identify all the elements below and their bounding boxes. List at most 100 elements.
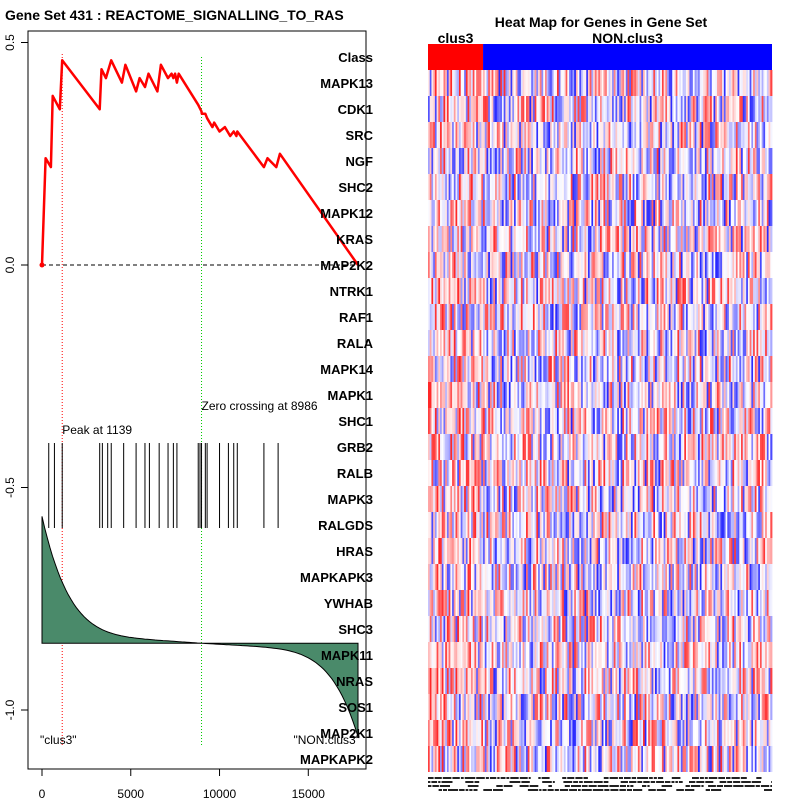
heatmap-cell: [481, 564, 484, 590]
heatmap-cell: [675, 96, 678, 122]
heatmap-cell: [433, 148, 436, 174]
heatmap-cell: [434, 382, 437, 408]
heatmap-cell: [593, 356, 596, 382]
heatmap-cell: [436, 304, 439, 330]
heatmap-cell: [557, 668, 560, 694]
heatmap-cell: [433, 642, 436, 668]
heatmap-cell: [677, 486, 680, 512]
heatmap-cell: [445, 642, 448, 668]
heatmap-cell: [589, 434, 592, 460]
heatmap-cell: [445, 278, 448, 304]
heatmap-cell: [711, 564, 714, 590]
heatmap-cell: [661, 174, 665, 200]
heatmap-cell: [608, 96, 611, 122]
heatmap-cell: [467, 330, 470, 356]
heatmap-cell: [713, 408, 716, 434]
heatmap-cell: [656, 356, 659, 382]
heatmap-row-grb2: [428, 434, 773, 460]
heatmap-cell: [433, 668, 436, 694]
heatmap-cell: [708, 70, 711, 96]
heatmap-cell: [579, 408, 582, 434]
heatmap-cell: [598, 382, 601, 408]
heatmap-cell: [440, 330, 443, 356]
heatmap-cell: [704, 70, 708, 96]
heatmap-cell: [673, 70, 677, 96]
heatmap-cell: [581, 408, 584, 434]
heatmap-cell: [488, 512, 491, 538]
heatmap-cell: [505, 278, 508, 304]
heatmap-cell: [694, 174, 697, 200]
heatmap-cell: [476, 408, 479, 434]
heatmap-cell: [734, 642, 737, 668]
heatmap-cell: [591, 96, 594, 122]
heatmap-cell: [446, 538, 450, 564]
gene-label-mapkapk3: MAPKAPK3: [300, 570, 373, 585]
heatmap-cell: [501, 538, 505, 564]
heatmap-cell: [479, 200, 482, 226]
heatmap-cell: [544, 460, 548, 486]
heatmap-cell: [653, 174, 656, 200]
heatmap-cell: [732, 252, 735, 278]
heatmap-cell: [476, 96, 479, 122]
heatmap-cell: [692, 356, 695, 382]
heatmap-cell: [613, 122, 616, 148]
heatmap-cell: [689, 382, 692, 408]
heatmap-cell: [431, 590, 434, 616]
heatmap-cell: [489, 434, 493, 460]
heatmap-cell: [531, 616, 534, 642]
heatmap-cell: [495, 512, 498, 538]
heatmap-cell: [706, 616, 709, 642]
heatmap-cell: [441, 694, 444, 720]
heatmap-cell: [684, 96, 687, 122]
heatmap-cell: [622, 668, 625, 694]
heatmap-cell: [610, 278, 613, 304]
heatmap-cell: [455, 408, 458, 434]
class-label-right: "NON.clus3": [293, 733, 360, 747]
heatmap-cell: [519, 200, 522, 226]
heatmap-cell: [514, 70, 517, 96]
heatmap-cell: [598, 668, 601, 694]
heatmap-cell: [729, 200, 732, 226]
heatmap-cell: [670, 226, 673, 252]
heatmap-cell: [672, 122, 675, 148]
heatmap-cell: [637, 538, 640, 564]
heatmap-cell: [751, 382, 754, 408]
heatmap-cell: [746, 96, 749, 122]
heatmap-cell: [730, 96, 733, 122]
heatmap-cell: [627, 122, 630, 148]
heatmap-cell: [515, 408, 518, 434]
heatmap-cell: [653, 96, 656, 122]
heatmap-cell: [457, 122, 460, 148]
heatmap-cell: [434, 330, 437, 356]
heatmap-cell: [570, 122, 573, 148]
heatmap-cell: [544, 278, 548, 304]
heatmap-cell: [514, 642, 517, 668]
heatmap-cell: [710, 226, 713, 252]
heatmap-cell: [754, 538, 757, 564]
heatmap-cell: [577, 278, 580, 304]
heatmap-cell: [706, 486, 709, 512]
heatmap-cell: [589, 408, 592, 434]
heatmap-cell: [544, 564, 548, 590]
heatmap-cell: [766, 434, 769, 460]
heatmap-cell: [541, 486, 544, 512]
heatmap-cell: [610, 434, 613, 460]
heatmap-cell: [598, 252, 601, 278]
heatmap-cell: [594, 356, 597, 382]
heatmap-cell: [668, 70, 671, 96]
heatmap-cell: [455, 694, 458, 720]
heatmap-cell: [759, 200, 763, 226]
heatmap-cell: [429, 252, 432, 278]
heatmap-cell: [754, 434, 757, 460]
heatmap-cell: [503, 590, 506, 616]
heatmap-cell: [637, 408, 640, 434]
heatmap-cell: [503, 486, 506, 512]
heatmap-cell: [768, 538, 771, 564]
heatmap-cell: [477, 226, 480, 252]
heatmap-cell: [524, 382, 527, 408]
heatmap-cell: [539, 148, 542, 174]
heatmap-cell: [541, 226, 544, 252]
heatmap-cell: [644, 226, 647, 252]
heatmap-cell: [587, 590, 591, 616]
heatmap-cell: [526, 694, 529, 720]
